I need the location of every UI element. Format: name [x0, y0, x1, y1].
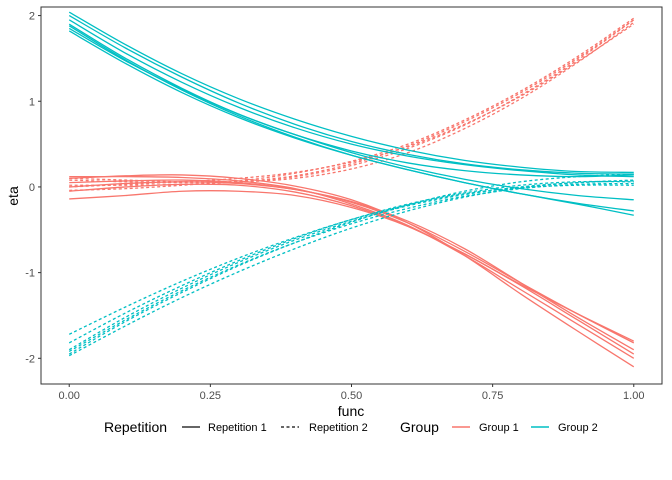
- y-tick-label-2: -1: [25, 268, 35, 280]
- series-line-18: [68, 25, 634, 216]
- series-line-8: [69, 19, 635, 186]
- legend-label-repetition-1: Repetition 1: [208, 422, 267, 434]
- legend-title-repetition: Repetition: [104, 419, 167, 435]
- series-line-24: [68, 182, 634, 353]
- series-line-16: [68, 27, 634, 201]
- series-line-13: [68, 15, 634, 175]
- legend-label-repetition-2: Repetition 2: [309, 422, 368, 434]
- x-tick-label-2: 0.25: [200, 390, 221, 402]
- y-axis-title: eta: [5, 186, 21, 206]
- y-tick-label-1: -2: [25, 353, 35, 365]
- series-line-12: [68, 11, 634, 174]
- series-line-20: [68, 173, 634, 355]
- series-line-15: [68, 23, 634, 178]
- legend: Repetition Repetition 1 Repetition 2 Gro…: [104, 419, 598, 435]
- series-line-2: [69, 174, 635, 368]
- plot-lines: [68, 11, 635, 368]
- y-tick-label-4: 1: [29, 96, 35, 108]
- x-tick-label-5: 1.00: [623, 390, 644, 402]
- series-line-23: [68, 184, 634, 335]
- series-line-7: [69, 19, 635, 184]
- series-line-5: [69, 183, 635, 342]
- y-tick-label-3: 0: [29, 182, 35, 194]
- series-line-1: [69, 175, 635, 359]
- x-tick-label-4: 0.75: [482, 390, 503, 402]
- x-tick-label-3: 0.50: [341, 390, 362, 402]
- series-line-9: [69, 17, 635, 192]
- y-axis: -2 -1 0 1 2: [25, 11, 41, 365]
- x-axis-title: func: [338, 403, 364, 419]
- series-line-14: [68, 19, 634, 178]
- legend-label-group-2: Group 2: [558, 422, 598, 434]
- series-line-6: [69, 190, 635, 355]
- legend-title-group: Group: [400, 419, 439, 435]
- series-line-21: [68, 180, 634, 351]
- series-line-4: [69, 181, 635, 344]
- x-axis: 0.00 0.25 0.50 0.75 1.00: [59, 384, 644, 402]
- x-tick-label-1: 0.00: [59, 390, 80, 402]
- series-line-10: [69, 21, 635, 183]
- legend-label-group-1: Group 1: [479, 422, 519, 434]
- series-line-11: [69, 23, 635, 188]
- y-tick-label-5: 2: [29, 11, 35, 23]
